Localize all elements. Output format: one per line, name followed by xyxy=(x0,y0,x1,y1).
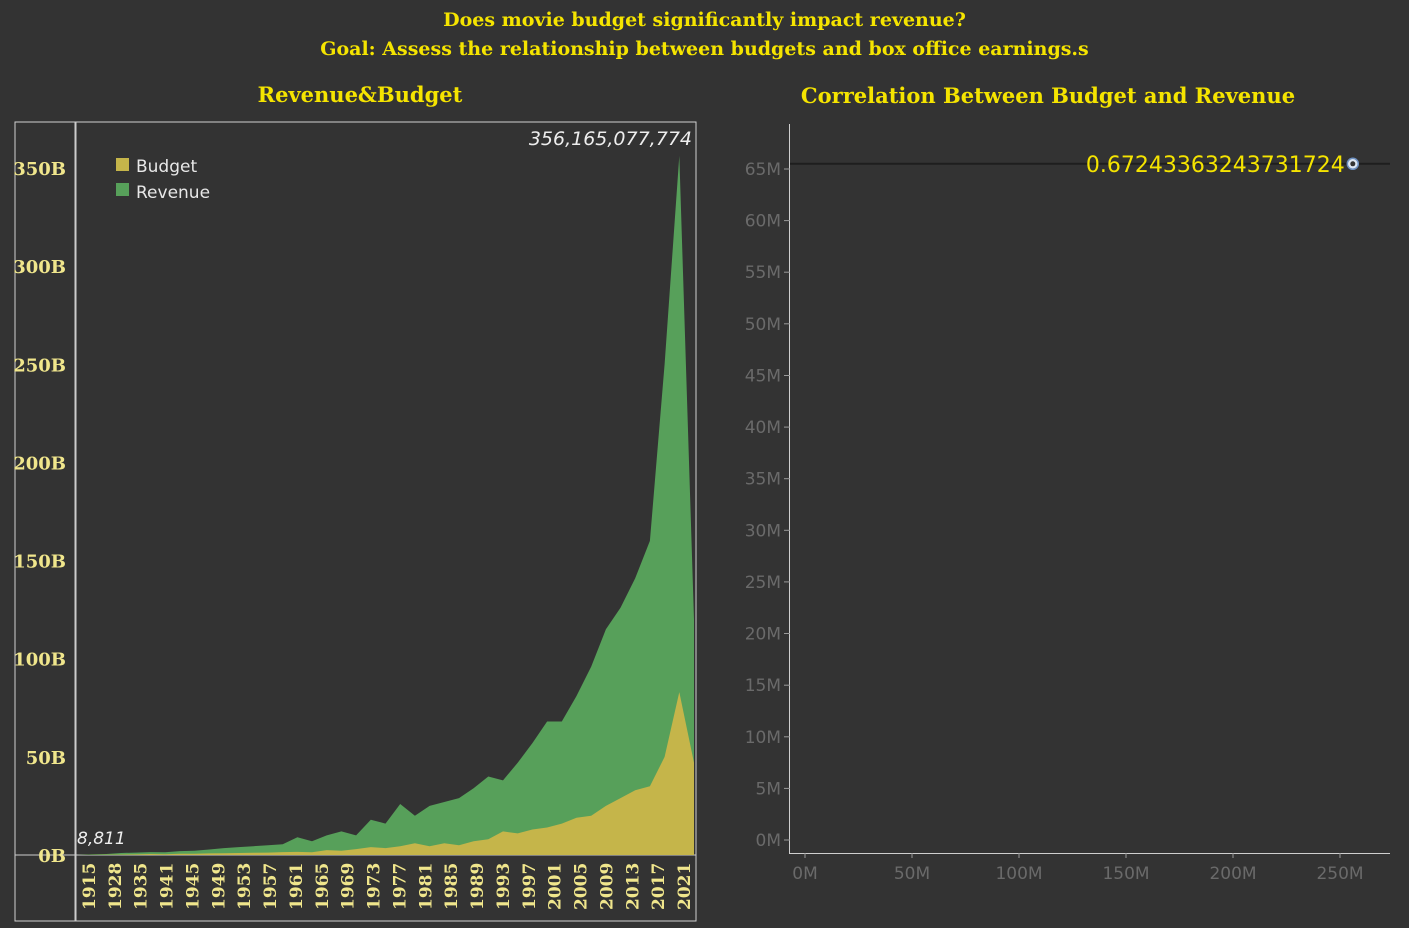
scatter-y-tick-label: 50M xyxy=(745,315,781,335)
legend-label-budget: Budget xyxy=(136,157,197,177)
y-tick-label: 200B xyxy=(13,453,66,474)
x-tick-label: 1949 xyxy=(209,863,229,910)
scatter-x-tick-label: 250M xyxy=(1316,864,1363,884)
max-value-annotation: 356,165,077,774 xyxy=(529,128,692,150)
scatter-y-tick-label: 20M xyxy=(745,625,781,645)
x-tick-label: 1945 xyxy=(184,863,204,910)
scatter-y-tick-label: 10M xyxy=(745,728,781,748)
y-tick-label: 50B xyxy=(26,748,66,769)
x-tick-label: 1981 xyxy=(416,863,436,910)
area-chart-title: Revenue&Budget xyxy=(257,82,463,107)
x-tick-label: 2021 xyxy=(675,863,695,910)
x-tick-label: 2009 xyxy=(597,863,617,910)
correlation-scatter-chart: 0M 5M 10M 15M 20M 25M 30M 35M 40M 45M 50M 55M 60M 65M… xyxy=(745,124,1390,884)
x-tick-label: 1985 xyxy=(442,863,462,910)
revenue-area xyxy=(77,155,694,855)
scatter-y-tick-label: 5M xyxy=(756,779,781,799)
legend-swatch-budget xyxy=(116,158,129,171)
dashboard-goal: Goal: Assess the relationship between bu… xyxy=(320,38,1089,60)
scatter-y-tick-label: 65M xyxy=(745,160,781,180)
x-tick-label: 2013 xyxy=(623,863,643,910)
scatter-y-tick-label: 45M xyxy=(745,367,781,387)
x-tick-label: 1977 xyxy=(390,863,410,910)
x-tick-label: 1993 xyxy=(494,863,514,910)
scatter-y-tick-label: 60M xyxy=(745,212,781,232)
x-tick-label: 1973 xyxy=(365,863,385,910)
scatter-x-tick-label: 200M xyxy=(1209,864,1256,884)
y-tick-label: 100B xyxy=(13,650,66,671)
scatter-y-tick-label: 30M xyxy=(745,521,781,541)
scatter-y-tick-label: 40M xyxy=(745,418,781,438)
scatter-x-tick-label: 100M xyxy=(995,864,1042,884)
y-tick-label: 350B xyxy=(13,159,66,180)
x-tick-label: 1957 xyxy=(261,863,281,910)
y-tick-label: 150B xyxy=(13,552,66,573)
scatter-y-tick-label: 35M xyxy=(745,470,781,490)
y-tick-label: 300B xyxy=(13,257,66,278)
budget-area xyxy=(77,692,694,855)
y-tick-label: 0B xyxy=(38,846,66,867)
scatter-y-tick-label: 55M xyxy=(745,263,781,283)
x-tick-label: 1928 xyxy=(106,863,126,910)
x-tick-label: 1953 xyxy=(235,863,255,910)
legend-label-revenue: Revenue xyxy=(136,183,210,203)
scatter-x-tick-label: 0M xyxy=(792,864,817,884)
scatter-chart-title: Correlation Between Budget and Revenue xyxy=(800,83,1296,108)
x-tick-label: 1965 xyxy=(313,863,333,910)
x-tick-label: 1935 xyxy=(132,863,152,910)
scatter-y-tick-label: 25M xyxy=(745,573,781,593)
scatter-y-tick-label: 0M xyxy=(756,831,781,851)
x-tick-label: 1997 xyxy=(520,863,540,910)
x-tick-label: 2001 xyxy=(546,863,566,910)
x-tick-label: 1961 xyxy=(287,863,307,910)
x-tick-label: 1941 xyxy=(158,863,178,910)
dashboard-question: Does movie budget significantly impact r… xyxy=(443,9,966,31)
min-value-annotation: 8,811 xyxy=(77,829,126,849)
y-tick-label: 250B xyxy=(13,355,66,376)
area-chart-legend: Budget Revenue xyxy=(116,157,210,203)
x-tick-label: 1969 xyxy=(339,863,359,910)
legend-swatch-revenue xyxy=(116,183,129,196)
x-tick-label: 1989 xyxy=(468,863,488,910)
area-chart-frame xyxy=(14,121,697,922)
scatter-x-tick-label: 50M xyxy=(894,864,930,884)
x-tick-label: 1915 xyxy=(80,863,100,910)
scatter-x-tick-label: 150M xyxy=(1102,864,1149,884)
scatter-y-tick-label: 15M xyxy=(745,676,781,696)
correlation-value-label: 0.67243363243731724 xyxy=(1086,153,1345,178)
x-tick-label: 2017 xyxy=(649,863,669,910)
scatter-point-center xyxy=(1350,161,1356,167)
x-tick-label: 2005 xyxy=(572,863,592,910)
